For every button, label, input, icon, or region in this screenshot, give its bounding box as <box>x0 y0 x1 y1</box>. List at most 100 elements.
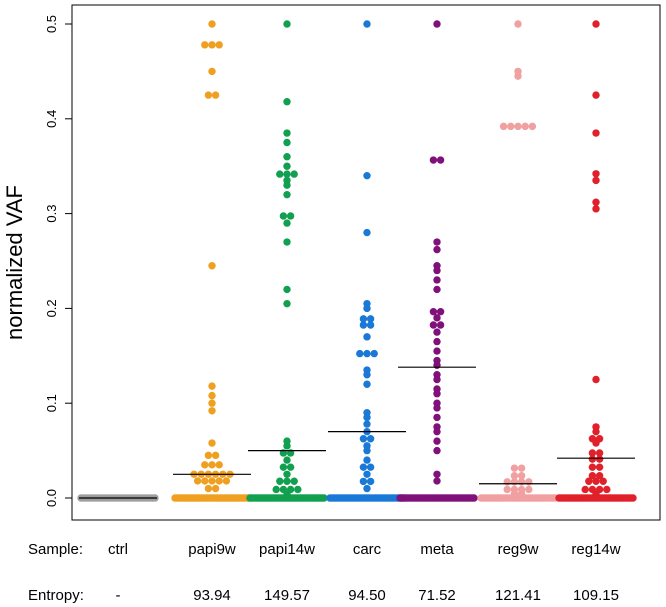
data-point-reg14w <box>581 485 589 494</box>
data-point-carc <box>363 456 371 464</box>
data-point-carc <box>363 171 371 180</box>
data-point-reg9w <box>528 122 537 131</box>
sample-row-value: carc <box>352 541 382 558</box>
data-point-carc <box>366 315 375 323</box>
data-point-reg9w <box>521 122 529 131</box>
data-point-meta <box>433 266 441 275</box>
data-point-papi14w <box>283 181 291 189</box>
data-point-carc <box>363 380 371 388</box>
data-point-meta <box>433 245 441 254</box>
data-point-meta <box>433 328 441 336</box>
data-point-reg14w <box>592 198 600 206</box>
data-point-reg14w <box>629 494 637 502</box>
data-point-papi9w <box>222 477 231 485</box>
data-point-reg14w <box>588 472 597 480</box>
sample-row-value: papi14w <box>259 541 315 558</box>
data-point-papi14w <box>294 485 302 494</box>
data-point-meta <box>433 390 441 398</box>
data-point-papi9w <box>215 41 223 49</box>
data-point-reg14w <box>595 463 604 471</box>
data-point-meta <box>429 321 438 329</box>
data-point-reg9w <box>510 472 519 480</box>
data-point-carc <box>356 349 364 358</box>
entropy-row-value: 109.15 <box>573 587 619 604</box>
data-point-reg14w <box>592 490 600 498</box>
y-axis-label: normalized VAF <box>2 185 27 340</box>
entropy-row-value: - <box>115 587 121 604</box>
data-point-meta <box>433 404 441 412</box>
data-point-papi14w <box>283 162 291 170</box>
data-point-carc <box>366 435 375 443</box>
data-point-carc <box>363 470 371 478</box>
data-point-papi9w <box>201 461 209 469</box>
data-point-papi14w <box>286 463 295 471</box>
data-point-meta <box>470 494 478 502</box>
sample-row-value: ctrl <box>108 541 128 558</box>
data-point-papi9w <box>201 41 209 49</box>
data-point-carc <box>359 321 368 329</box>
data-point-papi9w <box>208 477 216 485</box>
data-point-reg14w <box>592 170 600 178</box>
sample-row-value: papi9w <box>188 541 236 558</box>
data-point-reg9w <box>525 485 533 494</box>
y-tick-label: 0.3 <box>44 205 59 223</box>
data-point-carc <box>363 371 371 379</box>
data-point-papi14w <box>290 477 298 485</box>
data-point-carc <box>366 463 375 471</box>
data-point-papi14w <box>283 470 291 478</box>
data-point-papi14w <box>283 170 291 178</box>
data-point-reg14w <box>588 463 597 471</box>
data-point-papi14w <box>290 170 298 178</box>
data-point-papi9w <box>211 91 220 99</box>
data-point-reg9w <box>503 485 511 494</box>
data-point-meta <box>433 477 441 485</box>
data-point-carc <box>359 315 368 323</box>
data-point-reg14w <box>603 485 611 494</box>
data-point-reg14w <box>595 472 604 480</box>
chart-svg: 0.0 0.1 0.2 0.3 0.4 0.5 normalized VAF <box>2 4 661 521</box>
data-point-papi14w <box>279 463 288 471</box>
entropy-row-value: 149.57 <box>264 587 310 604</box>
data-point-carc <box>366 321 375 329</box>
data-point-reg14w <box>592 176 600 185</box>
data-point-reg9w <box>503 478 511 486</box>
entropy-row-value: 93.94 <box>193 587 231 604</box>
data-point-carc <box>363 420 371 428</box>
data-point-reg9w <box>514 72 522 80</box>
data-point-papi9w <box>204 91 213 99</box>
entropy-row-label: Entropy: <box>28 587 84 604</box>
data-point-papi9w <box>208 67 216 76</box>
sample-row-value: meta <box>420 541 454 558</box>
data-point-reg9w <box>517 464 526 472</box>
data-point-carc <box>370 349 378 358</box>
data-point-papi14w <box>283 238 291 246</box>
data-point-papi9w <box>211 451 220 460</box>
data-point-papi14w <box>279 212 288 220</box>
data-point-papi14w <box>283 20 291 28</box>
data-point-carc <box>363 304 371 313</box>
data-point-papi9w <box>215 477 223 485</box>
data-point-meta <box>429 308 438 316</box>
data-point-papi9w <box>208 262 216 270</box>
data-point-papi14w <box>283 129 291 137</box>
data-point-reg9w <box>499 122 508 131</box>
data-point-papi9w <box>204 484 213 493</box>
entropy-row-value: 71.52 <box>418 587 456 604</box>
data-point-papi14w <box>276 477 284 485</box>
data-point-meta <box>433 238 441 246</box>
data-point-papi9w <box>208 407 216 415</box>
data-point-papi9w <box>201 477 209 485</box>
data-point-papi14w <box>283 477 291 485</box>
data-point-reg9w <box>517 478 526 486</box>
data-point-reg14w <box>592 439 600 447</box>
plot-frame <box>71 4 661 521</box>
data-point-papi9w <box>193 477 202 485</box>
data-point-carc <box>359 435 368 443</box>
entropy-row-value: 94.50 <box>348 587 386 604</box>
data-point-reg14w <box>588 449 597 457</box>
data-point-reg9w <box>525 478 533 486</box>
data-point-meta <box>433 470 441 478</box>
data-point-papi9w <box>211 484 220 493</box>
data-point-meta <box>433 413 441 422</box>
data-point-meta <box>433 285 441 294</box>
